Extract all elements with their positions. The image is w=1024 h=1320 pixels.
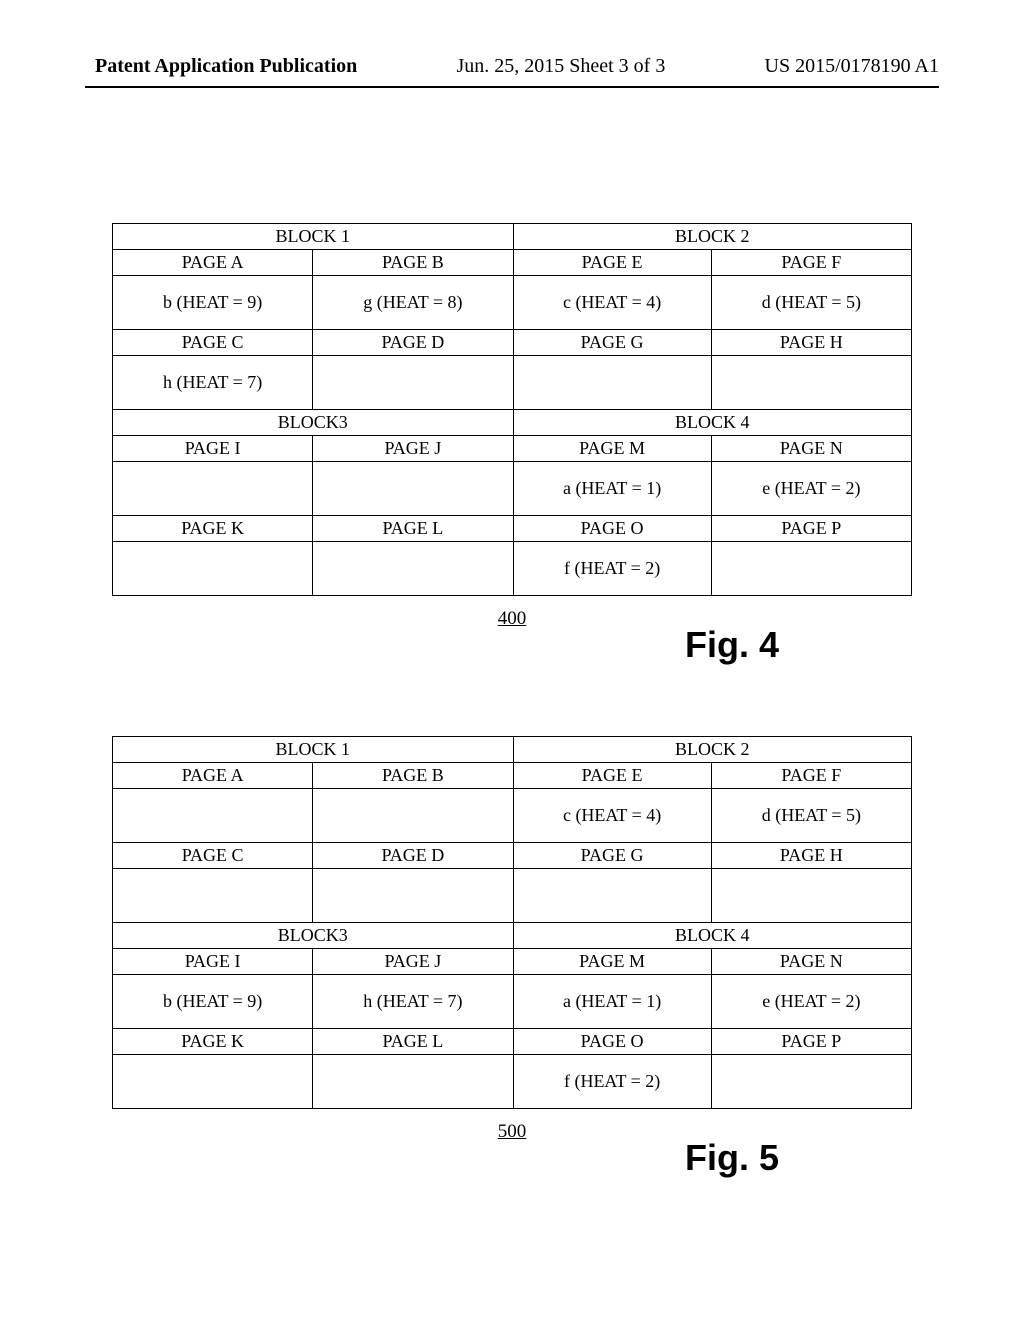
block-header: BLOCK 2 [513,224,912,250]
heat-cell: d (HEAT = 5) [711,789,911,843]
heat-cell [711,542,911,596]
page-header-cell: PAGE P [711,1029,911,1055]
page-header-cell: PAGE A [113,763,313,789]
heat-cell: b (HEAT = 9) [113,975,313,1029]
heat-cell [313,356,513,410]
page-header: Patent Application Publication Jun. 25, … [0,0,1024,78]
heat-cell [313,869,513,923]
page-header-cell: PAGE L [313,516,513,542]
page-header-cell: PAGE H [711,330,911,356]
heat-cell: a (HEAT = 1) [513,975,711,1029]
page-header-cell: PAGE N [711,949,911,975]
heat-cell [711,1055,911,1109]
page-header-cell: PAGE G [513,330,711,356]
block-header: BLOCK 4 [513,923,912,949]
heat-cell [113,542,313,596]
heat-cell [313,462,513,516]
figure-4-table: BLOCK 1 BLOCK 2 PAGE A PAGE B PAGE E PAG… [112,223,912,596]
page-header-cell: PAGE E [513,250,711,276]
heat-cell [711,356,911,410]
page-header-cell: PAGE F [711,250,911,276]
block-header: BLOCK 1 [113,737,514,763]
page-header-cell: PAGE B [313,250,513,276]
header-rule [85,86,939,88]
heat-cell [113,789,313,843]
heat-cell: e (HEAT = 2) [711,462,911,516]
heat-cell [113,1055,313,1109]
block-header: BLOCK3 [113,923,514,949]
page-header-cell: PAGE P [711,516,911,542]
page-header-cell: PAGE M [513,436,711,462]
page-header-cell: PAGE I [113,949,313,975]
figure-4-label: Fig. 4 [85,624,939,666]
heat-cell [313,1055,513,1109]
page-header-cell: PAGE L [313,1029,513,1055]
page-header-cell: PAGE C [113,330,313,356]
page-header-cell: PAGE E [513,763,711,789]
page-header-cell: PAGE J [313,436,513,462]
heat-cell: c (HEAT = 4) [513,789,711,843]
page-header-cell: PAGE H [711,843,911,869]
header-left: Patent Application Publication [95,55,357,78]
heat-cell: d (HEAT = 5) [711,276,911,330]
page-header-cell: PAGE F [711,763,911,789]
block-header: BLOCK 2 [513,737,912,763]
page-header-cell: PAGE M [513,949,711,975]
page-header-cell: PAGE K [113,1029,313,1055]
heat-cell [313,789,513,843]
heat-cell: h (HEAT = 7) [113,356,313,410]
heat-cell [113,462,313,516]
page-header-cell: PAGE D [313,843,513,869]
page-header-cell: PAGE A [113,250,313,276]
heat-cell: f (HEAT = 2) [513,1055,711,1109]
page-header-cell: PAGE O [513,516,711,542]
heat-cell [113,869,313,923]
header-right: US 2015/0178190 A1 [765,55,939,78]
figure-5-table: BLOCK 1 BLOCK 2 PAGE A PAGE B PAGE E PAG… [112,736,912,1109]
page-header-cell: PAGE G [513,843,711,869]
content-area: BLOCK 1 BLOCK 2 PAGE A PAGE B PAGE E PAG… [0,223,1024,1179]
page-header-cell: PAGE N [711,436,911,462]
block-header: BLOCK 4 [513,410,912,436]
heat-cell [711,869,911,923]
page-header-cell: PAGE I [113,436,313,462]
heat-cell [513,869,711,923]
heat-cell: h (HEAT = 7) [313,975,513,1029]
page-header-cell: PAGE D [313,330,513,356]
heat-cell: f (HEAT = 2) [513,542,711,596]
heat-cell: b (HEAT = 9) [113,276,313,330]
heat-cell: e (HEAT = 2) [711,975,911,1029]
block-header: BLOCK 1 [113,224,514,250]
block-header: BLOCK3 [113,410,514,436]
page-header-cell: PAGE J [313,949,513,975]
heat-cell [313,542,513,596]
heat-cell: g (HEAT = 8) [313,276,513,330]
page-header-cell: PAGE O [513,1029,711,1055]
page-header-cell: PAGE B [313,763,513,789]
page-header-cell: PAGE K [113,516,313,542]
heat-cell: a (HEAT = 1) [513,462,711,516]
figure-5-label: Fig. 5 [85,1137,939,1179]
heat-cell [513,356,711,410]
header-center: Jun. 25, 2015 Sheet 3 of 3 [456,55,665,78]
heat-cell: c (HEAT = 4) [513,276,711,330]
page-header-cell: PAGE C [113,843,313,869]
